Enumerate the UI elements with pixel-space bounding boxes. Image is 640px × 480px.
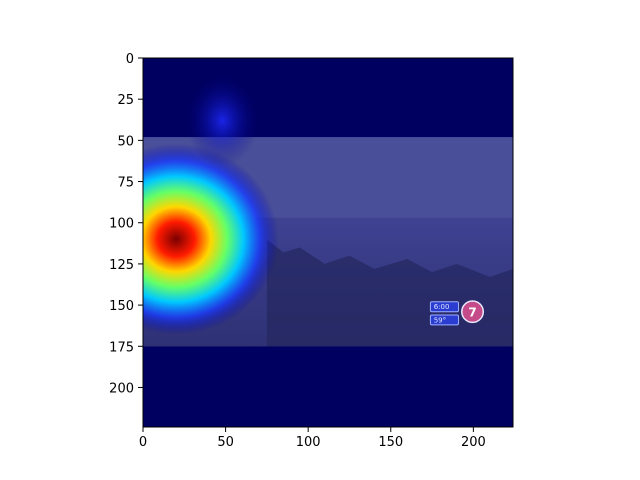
y-tick-label: 100	[109, 217, 134, 232]
x-tick-label: 50	[217, 435, 234, 450]
y-tick-label: 50	[117, 134, 134, 149]
x-tick-label: 100	[296, 435, 321, 450]
x-tick-label: 150	[378, 435, 403, 450]
channel-logo-icon	[461, 300, 485, 324]
y-tick-label: 0	[126, 52, 134, 67]
badge-time-text: 6:00	[434, 303, 450, 311]
y-tick-label: 150	[109, 299, 134, 314]
plot-frame	[142, 57, 514, 428]
badge-temp-text: 59°	[434, 316, 446, 324]
badge-time-box	[429, 301, 459, 313]
news-badge: 6:00 59° 7	[429, 300, 485, 326]
plot-area: 6:00 59° 7	[143, 58, 513, 427]
y-tick-label: 25	[117, 93, 134, 108]
badge-temp-box	[429, 314, 459, 326]
y-tick-label: 75	[117, 176, 134, 191]
x-axis: 0 50 100 150 200	[139, 427, 486, 450]
activation-glow	[185, 74, 259, 167]
y-tick-label: 175	[109, 340, 134, 355]
x-tick-label: 0	[139, 435, 147, 450]
x-tick-label: 200	[461, 435, 486, 450]
y-tick-label: 200	[109, 381, 134, 396]
y-axis: 0 25 50 75 100 125 150 175 200	[109, 52, 143, 396]
activation-hotspot	[143, 143, 279, 335]
y-tick-label: 125	[109, 258, 134, 273]
channel-logo-text: 7	[468, 306, 476, 320]
